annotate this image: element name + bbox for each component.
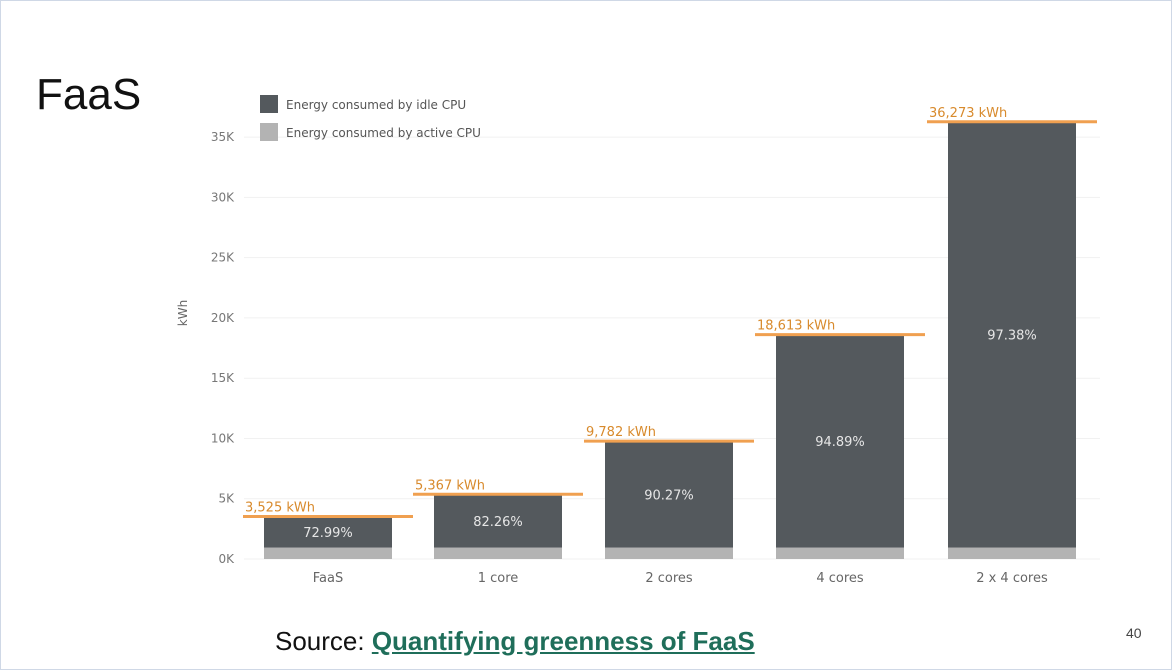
idle-percent-label: 94.89% (815, 435, 865, 450)
bar-idle-cpu (948, 121, 1076, 548)
x-category-label: 1 core (478, 571, 519, 586)
bar-active-cpu (948, 547, 1076, 559)
bar-idle-cpu (776, 334, 904, 548)
legend-swatch (260, 123, 278, 141)
bar-active-cpu (434, 547, 562, 559)
source-prefix: Source: (275, 626, 372, 656)
source-line: Source: Quantifying greenness of FaaS (275, 626, 755, 657)
total-label: 9,782 kWh (586, 425, 656, 440)
bar-idle-cpu (434, 494, 562, 548)
bar-active-cpu (605, 547, 733, 559)
bar-idle-cpu (605, 441, 733, 548)
total-label: 5,367 kWh (415, 478, 485, 493)
y-tick-label: 30K (211, 190, 235, 204)
y-axis-label: kWh (176, 300, 190, 326)
y-tick-label: 0K (218, 552, 235, 566)
idle-percent-label: 82.26% (473, 515, 523, 530)
idle-percent-label: 90.27% (644, 488, 694, 503)
bar-active-cpu (776, 547, 904, 559)
y-tick-label: 35K (211, 130, 235, 144)
x-category-label: FaaS (313, 571, 343, 586)
slide-title: FaaS (36, 70, 142, 119)
total-label: 36,273 kWh (929, 106, 1007, 121)
y-tick-label: 25K (211, 251, 235, 265)
page-number: 40 (1126, 625, 1142, 641)
source-link[interactable]: Quantifying greenness of FaaS (371, 626, 755, 656)
legend-label: Energy consumed by idle CPU (286, 98, 466, 112)
x-category-label: 2 cores (645, 571, 693, 586)
y-tick-label: 5K (218, 492, 235, 506)
x-category-label: 2 x 4 cores (976, 571, 1048, 586)
y-tick-label: 10K (211, 431, 235, 445)
legend-swatch (260, 95, 278, 113)
bar-idle-cpu (264, 516, 392, 548)
idle-percent-label: 72.99% (303, 526, 353, 541)
total-label: 18,613 kWh (757, 319, 835, 334)
y-tick-label: 20K (211, 311, 235, 325)
legend-label: Energy consumed by active CPU (286, 126, 481, 140)
idle-percent-label: 97.38% (987, 329, 1037, 344)
y-tick-label: 15K (211, 371, 235, 385)
total-label: 3,525 kWh (245, 501, 315, 516)
bar-active-cpu (264, 547, 392, 559)
x-category-label: 4 cores (816, 571, 864, 586)
